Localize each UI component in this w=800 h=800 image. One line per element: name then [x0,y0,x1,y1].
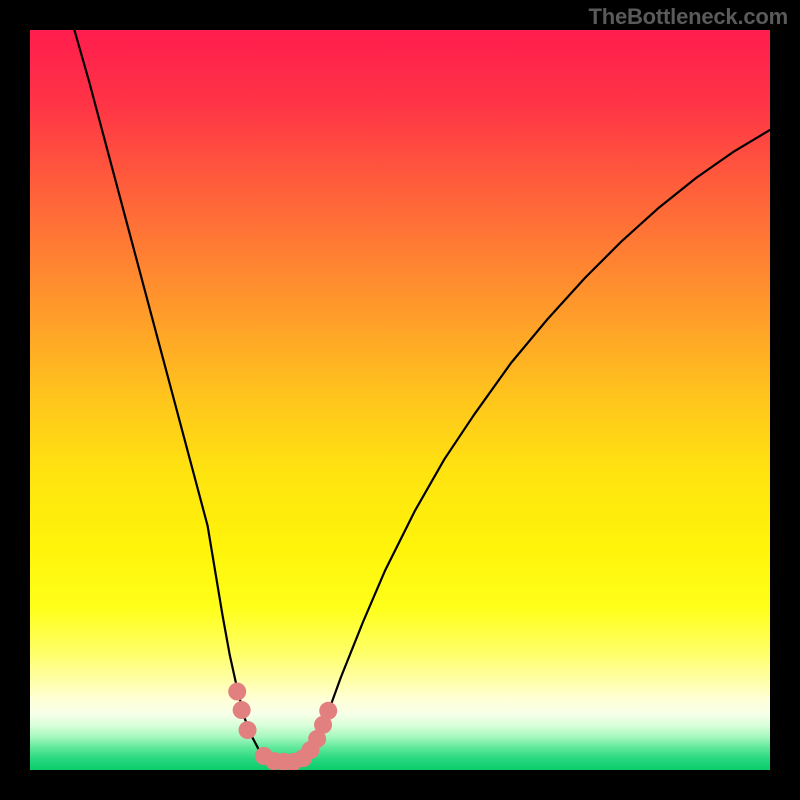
marker-dot [239,721,257,739]
marker-dot [319,702,337,720]
chart-svg [30,30,770,770]
gradient-background [30,30,770,770]
marker-dot [228,683,246,701]
plot-area [30,30,770,770]
marker-dot [233,701,251,719]
watermark-text: TheBottleneck.com [588,4,788,30]
canvas: TheBottleneck.com [0,0,800,800]
